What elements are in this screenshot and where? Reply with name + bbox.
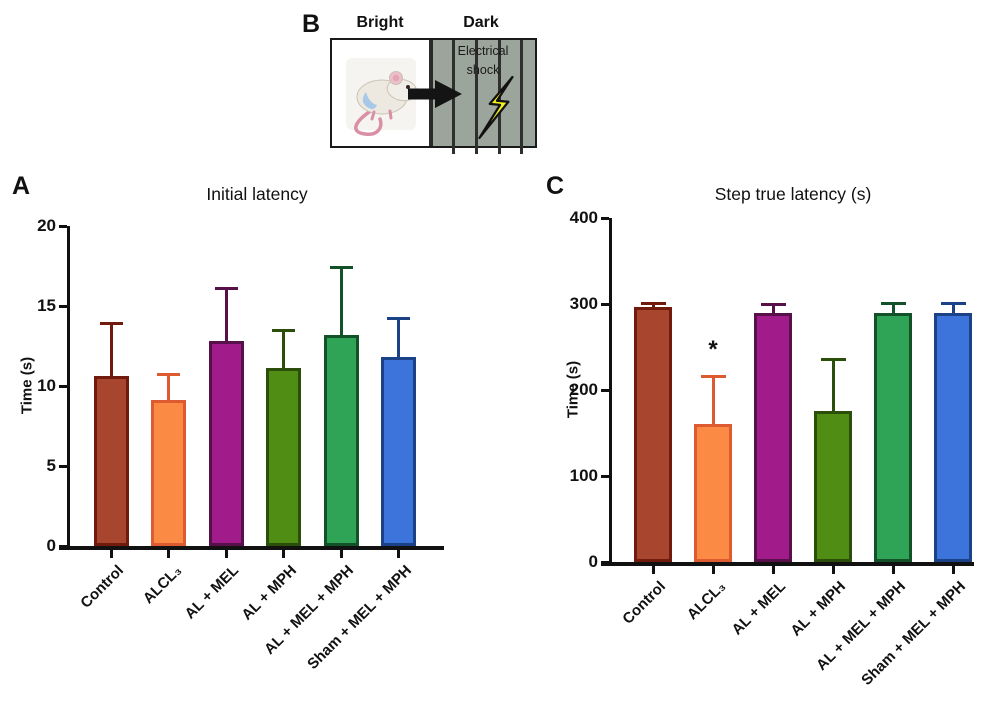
y-tick-label: 20	[37, 216, 56, 235]
y-tick-label: 0	[588, 552, 598, 571]
x-tick	[339, 549, 343, 558]
x-tick	[282, 549, 285, 558]
y-tick-label: 10	[37, 376, 56, 395]
x-tick	[397, 549, 400, 558]
error-cap-al-mel	[214, 286, 238, 290]
panel-b-letter: B	[302, 10, 321, 38]
error-bar-al-mel	[771, 304, 775, 316]
error-bar-alcl	[711, 376, 715, 428]
x-tick	[711, 565, 715, 574]
y-tick	[601, 302, 609, 306]
x-tick	[891, 565, 895, 574]
error-cap-al-mph	[820, 357, 846, 361]
error-bar-al-mph	[831, 359, 835, 414]
error-cap-alcl	[157, 373, 180, 377]
error-bar-al-mel	[224, 288, 228, 345]
bar-al-mel-mph	[874, 313, 912, 562]
x-tick	[167, 549, 170, 558]
error-cap-alcl	[700, 374, 726, 378]
error-bar-alcl	[167, 374, 170, 404]
y-tick-label: 15	[37, 296, 56, 315]
error-cap-control	[640, 301, 666, 305]
y-tick-label: 0	[46, 536, 56, 555]
error-cap-sham-mel-mph	[387, 317, 410, 321]
x-tick	[224, 549, 228, 558]
y-tick	[601, 474, 609, 478]
y-tick-label: 100	[569, 466, 598, 485]
lightning-bolt-icon	[478, 75, 514, 140]
mouse-icon	[346, 58, 418, 137]
significance-asterisk: *	[708, 336, 718, 364]
bar-control	[93, 376, 129, 546]
y-axis	[609, 218, 612, 566]
error-cap-al-mph	[272, 328, 295, 332]
y-tick	[59, 224, 67, 228]
dark-chamber-label: Dark	[463, 14, 499, 31]
bar-alcl	[694, 424, 732, 562]
panel-a-letter: A	[12, 172, 31, 200]
y-tick	[59, 384, 67, 388]
bar-al-mel-mph	[323, 334, 359, 546]
x-tick	[651, 565, 655, 574]
bar-al-mel	[208, 341, 244, 546]
bar-alcl	[151, 400, 186, 546]
chart-a-title: Initial latency	[206, 184, 308, 204]
error-cap-control	[99, 322, 123, 326]
y-tick-label: 5	[46, 456, 56, 475]
y-tick	[59, 304, 67, 308]
x-axis	[59, 546, 444, 550]
electrical-shock-label: Electrical shock	[457, 44, 509, 78]
y-tick-label: 300	[569, 294, 598, 313]
error-cap-al-mel	[760, 302, 786, 306]
shock-grid-bar	[520, 40, 523, 154]
error-cap-al-mel-mph	[880, 301, 906, 305]
x-tick	[771, 565, 775, 574]
error-bar-sham-mel-mph	[951, 303, 955, 317]
y-tick	[601, 216, 609, 220]
y-tick	[59, 544, 67, 548]
x-tick	[831, 565, 835, 574]
bar-control	[634, 306, 672, 562]
y-tick	[601, 388, 609, 392]
bar-sham-mel-mph	[934, 313, 972, 562]
arrow-icon	[408, 80, 462, 108]
error-bar-control	[651, 303, 655, 310]
x-tick	[951, 565, 955, 574]
error-cap-sham-mel-mph	[940, 301, 966, 305]
y-tick-label: 400	[569, 208, 598, 227]
x-axis	[601, 562, 974, 566]
x-tick	[109, 549, 113, 558]
bar-al-mel	[754, 312, 792, 562]
panel-c-letter: C	[546, 172, 565, 200]
error-bar-sham-mel-mph	[397, 318, 400, 361]
y-axis	[67, 226, 70, 550]
y-tick	[59, 464, 67, 468]
error-bar-al-mel-mph	[891, 303, 895, 317]
chart-c-title: Step true latency (s)	[714, 184, 872, 204]
shock-grid-bar	[475, 40, 478, 154]
bright-chamber-label: Bright	[356, 14, 404, 31]
error-bar-al-mel-mph	[339, 267, 343, 338]
bar-al-mph	[266, 368, 301, 546]
error-cap-al-mel-mph	[329, 266, 353, 270]
error-bar-al-mph	[282, 330, 285, 372]
bar-sham-mel-mph	[381, 357, 416, 546]
y-tick-label: 200	[569, 380, 598, 399]
y-tick	[601, 560, 609, 564]
error-bar-control	[109, 323, 113, 380]
bar-al-mph	[814, 410, 852, 562]
